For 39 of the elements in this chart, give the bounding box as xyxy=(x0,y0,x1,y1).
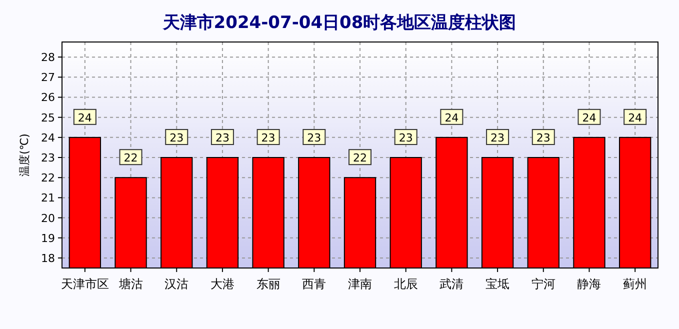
x-tick-label: 武清 xyxy=(440,277,464,291)
x-tick-label: 津南 xyxy=(348,277,372,291)
data-label: 23 xyxy=(307,132,322,145)
x-tick-label: 西青 xyxy=(302,277,326,291)
x-tick-label: 东丽 xyxy=(256,277,280,291)
data-label: 24 xyxy=(582,111,596,124)
chart-title: 天津市2024-07-04日08时各地区温度柱状图 xyxy=(162,13,516,33)
y-tick-label: 23 xyxy=(41,152,55,165)
y-tick-label: 25 xyxy=(41,111,55,124)
x-tick-label: 汉沽 xyxy=(164,277,189,291)
data-label: 24 xyxy=(78,111,92,124)
x-tick-label: 天津市区 xyxy=(60,277,109,291)
x-tick-label: 静海 xyxy=(577,277,602,291)
x-tick-label: 大港 xyxy=(210,277,234,291)
data-label: 22 xyxy=(124,152,138,165)
y-tick-label: 26 xyxy=(41,91,55,104)
y-tick-label: 28 xyxy=(41,51,55,64)
data-label: 24 xyxy=(444,111,459,124)
y-axis-title: 温度(℃) xyxy=(18,134,31,176)
data-label: 22 xyxy=(353,152,367,165)
data-label: 24 xyxy=(628,111,642,124)
data-label: 23 xyxy=(490,132,505,145)
y-tick-label: 22 xyxy=(41,172,55,185)
y-tick-label: 20 xyxy=(41,212,55,225)
x-tick-label: 蓟州 xyxy=(623,277,648,291)
x-tick-label: 北辰 xyxy=(394,277,418,291)
y-tick-label: 18 xyxy=(41,252,55,265)
data-label: 23 xyxy=(398,132,413,145)
data-label: 23 xyxy=(536,132,550,145)
x-tick-label: 宁河 xyxy=(531,277,556,291)
y-tick-label: 27 xyxy=(41,71,55,84)
y-tick-label: 24 xyxy=(41,131,55,144)
x-tick-label: 塘沽 xyxy=(118,277,143,291)
y-tick-label: 21 xyxy=(41,192,55,205)
data-label: 23 xyxy=(215,132,230,145)
x-tick-label: 宝坻 xyxy=(486,277,510,291)
data-label: 23 xyxy=(261,132,276,145)
data-label: 23 xyxy=(170,132,184,145)
y-tick-label: 19 xyxy=(41,232,55,245)
